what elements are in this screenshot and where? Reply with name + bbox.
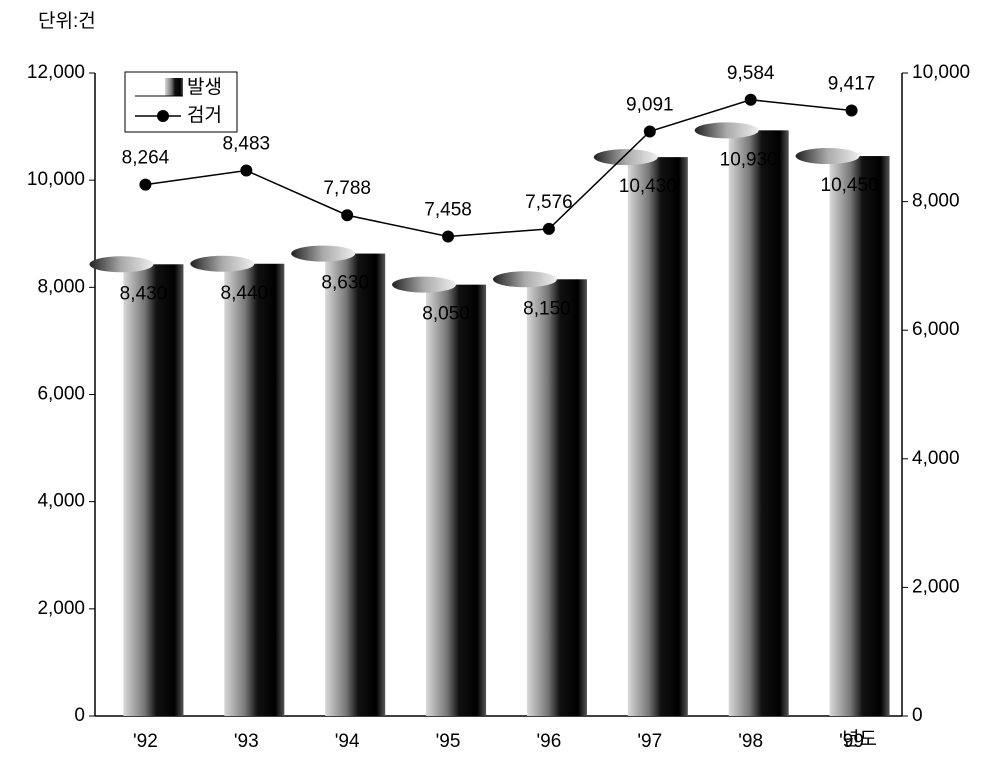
bar-value-label: 10,450 — [821, 175, 879, 196]
unit-label: 단위:건 — [38, 10, 96, 32]
legend-swatch — [165, 78, 183, 96]
line-point — [643, 125, 656, 138]
x-tick-label: '96 — [537, 731, 562, 752]
y-tick-label: 10,000 — [27, 169, 85, 190]
bar — [325, 253, 386, 716]
line-value-label: 7,576 — [525, 192, 573, 213]
y2-tick-label: 10,000 — [912, 62, 970, 83]
bar-value-label: 8,050 — [422, 304, 470, 325]
x-tick-label: '92 — [133, 731, 158, 752]
y2-tick-label: 4,000 — [912, 448, 960, 469]
line-value-label: 8,483 — [223, 134, 271, 155]
x-tick-label: '94 — [335, 731, 360, 752]
y-tick-label: 8,000 — [37, 276, 85, 297]
bar — [426, 284, 487, 716]
y-tick-label: 6,000 — [37, 384, 85, 405]
line-point — [845, 104, 858, 117]
y-tick-label: 4,000 — [37, 491, 85, 512]
line-point — [240, 164, 253, 177]
y-tick-label: 12,000 — [27, 62, 85, 83]
bar — [123, 264, 184, 716]
bar-value-label: 10,430 — [619, 176, 677, 197]
bar — [627, 157, 688, 716]
bar-value-label: 8,630 — [321, 273, 369, 294]
y-tick-label: 2,000 — [37, 598, 85, 619]
line-point — [139, 178, 152, 191]
legend-label: 검거 — [187, 104, 222, 126]
x-tick-label: '95 — [436, 731, 461, 752]
line-value-label: 7,788 — [323, 178, 371, 199]
bar-top — [694, 122, 759, 139]
bar — [728, 130, 789, 716]
x-tick-label: '93 — [234, 731, 259, 752]
legend-box — [124, 71, 238, 133]
bar-top — [89, 256, 154, 273]
y2-tick-label: 6,000 — [912, 319, 960, 340]
line-point — [442, 230, 455, 243]
bar-top — [795, 148, 860, 165]
line-point — [744, 93, 757, 106]
x-tick-label: '99 — [839, 731, 864, 752]
y-tick-label: 0 — [74, 705, 85, 726]
legend-label: 발생 — [187, 76, 222, 98]
bar — [224, 263, 285, 716]
bar-top — [593, 149, 658, 166]
bar-value-label: 10,930 — [720, 149, 778, 170]
line-value-label: 8,264 — [122, 148, 170, 169]
line — [145, 98, 852, 238]
x-unit-label: 년도 — [842, 728, 877, 750]
x-tick-label: '97 — [637, 731, 662, 752]
bar-value-label: 8,440 — [221, 283, 269, 304]
bar-value-label: 8,430 — [120, 283, 168, 304]
line-point — [542, 222, 555, 235]
bar — [526, 279, 587, 716]
bar — [829, 156, 890, 716]
line-value-label: 7,458 — [424, 199, 472, 220]
line-value-label: 9,417 — [828, 74, 876, 95]
legend-swatch — [157, 110, 169, 122]
bar-top — [190, 255, 255, 272]
bar-top — [392, 276, 457, 293]
line-value-label: 9,091 — [626, 94, 674, 115]
x-tick-label: '98 — [738, 731, 763, 752]
y2-tick-label: 8,000 — [912, 191, 960, 212]
y2-tick-label: 2,000 — [912, 576, 960, 597]
y2-tick-label: 0 — [912, 705, 923, 726]
bar-top — [492, 271, 557, 288]
bar-value-label: 8,150 — [523, 298, 571, 319]
line-point — [341, 209, 354, 222]
line-value-label: 9,584 — [727, 63, 775, 84]
bar-top — [291, 245, 356, 262]
